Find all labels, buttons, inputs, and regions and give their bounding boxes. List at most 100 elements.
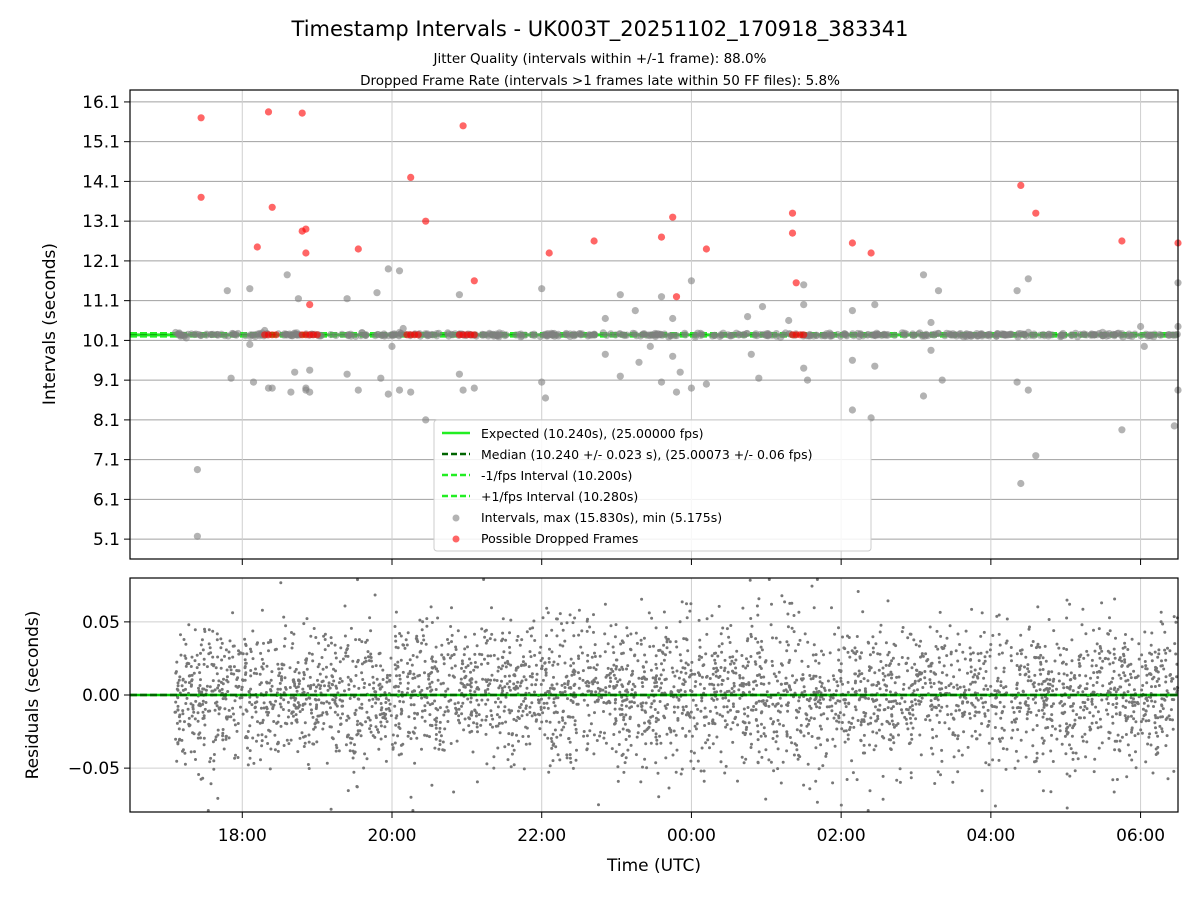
- interval-point: [633, 332, 641, 340]
- residual-point: [852, 725, 856, 729]
- residual-point: [866, 679, 870, 683]
- interval-point: [848, 406, 857, 414]
- residual-point: [320, 713, 324, 717]
- residual-point: [881, 797, 885, 801]
- residual-point: [1106, 712, 1110, 716]
- residual-point: [1132, 710, 1136, 714]
- residual-point: [640, 597, 644, 601]
- residual-point: [475, 780, 479, 784]
- residual-point: [641, 676, 644, 680]
- residual-point: [756, 738, 760, 742]
- residual-point: [936, 770, 940, 774]
- residual-point: [522, 767, 526, 771]
- residual-point: [1012, 718, 1016, 722]
- residual-point: [174, 737, 178, 741]
- residual-point: [944, 686, 948, 689]
- residual-point: [1083, 705, 1087, 708]
- residual-point: [999, 716, 1003, 720]
- residual-point: [1131, 700, 1134, 704]
- residual-point: [779, 682, 783, 686]
- residual-point: [745, 657, 748, 661]
- residual-point: [611, 669, 615, 673]
- residual-point: [956, 770, 960, 774]
- residual-point: [563, 721, 567, 725]
- residual-point: [481, 677, 485, 681]
- residual-point: [1018, 649, 1022, 653]
- interval-point: [287, 388, 295, 396]
- residual-point: [276, 687, 280, 691]
- residual-point: [819, 701, 823, 705]
- residual-point: [511, 732, 514, 736]
- residual-point: [221, 734, 225, 738]
- residual-point: [790, 601, 794, 605]
- residual-point: [179, 653, 183, 657]
- residual-point: [594, 668, 598, 671]
- residual-point: [202, 662, 206, 666]
- residual-point: [693, 684, 697, 688]
- residual-point: [249, 647, 252, 651]
- residual-point: [1090, 664, 1094, 668]
- residual-point: [461, 701, 465, 705]
- residual-point: [595, 663, 599, 667]
- residual-point: [897, 675, 901, 679]
- residual-point: [683, 666, 687, 670]
- residual-point: [758, 655, 762, 659]
- residual-point: [625, 626, 629, 630]
- residual-point: [715, 697, 719, 701]
- interval-point: [1081, 331, 1089, 339]
- residual-point: [496, 746, 500, 750]
- residual-point: [508, 651, 512, 655]
- residual-point: [772, 720, 775, 724]
- residual-point: [1126, 690, 1130, 694]
- residual-point: [334, 749, 338, 753]
- residual-point: [236, 722, 240, 725]
- residual-point: [868, 743, 871, 747]
- residual-point: [745, 725, 749, 729]
- residual-point: [1010, 700, 1014, 704]
- residual-point: [1051, 689, 1055, 693]
- residual-point: [707, 733, 711, 737]
- residual-point: [368, 616, 372, 620]
- residual-point: [433, 665, 437, 669]
- dropped-frame-point: [306, 301, 314, 309]
- residual-point: [984, 761, 988, 765]
- residual-point: [413, 676, 417, 680]
- residual-point: [937, 703, 941, 707]
- interval-point: [1126, 332, 1134, 340]
- residual-point: [1089, 676, 1092, 680]
- residual-point: [805, 698, 809, 701]
- residual-point: [259, 706, 263, 710]
- residual-point: [897, 733, 900, 737]
- residual-point: [1156, 745, 1160, 749]
- residual-point: [1076, 757, 1080, 761]
- residual-point: [1035, 751, 1039, 755]
- residual-point: [714, 670, 718, 674]
- residual-point: [888, 722, 892, 726]
- residual-point: [312, 727, 316, 731]
- residual-point: [745, 639, 749, 643]
- residual-point: [1053, 727, 1057, 731]
- residual-point: [470, 677, 474, 681]
- residual-point: [212, 759, 216, 763]
- residual-point: [1163, 630, 1167, 634]
- residual-point: [837, 626, 840, 630]
- residual-point: [238, 651, 242, 655]
- residual-point: [1014, 749, 1018, 753]
- residual-point: [994, 712, 998, 716]
- residual-point: [508, 688, 512, 692]
- residual-point: [1081, 607, 1085, 611]
- residual-point: [1010, 659, 1013, 663]
- residual-point: [1145, 696, 1148, 700]
- residual-point: [1002, 728, 1006, 732]
- residual-point: [489, 709, 493, 713]
- residual-point: [1042, 680, 1046, 683]
- residual-point: [358, 729, 362, 733]
- residual-point: [221, 697, 225, 701]
- residual-point: [1164, 744, 1168, 748]
- residual-point: [969, 652, 973, 656]
- intervals-y-axis-label: Intervals (seconds): [40, 243, 60, 405]
- residual-point: [421, 709, 424, 713]
- residual-point: [1015, 706, 1019, 710]
- residual-point: [621, 752, 625, 756]
- interval-point: [616, 372, 624, 380]
